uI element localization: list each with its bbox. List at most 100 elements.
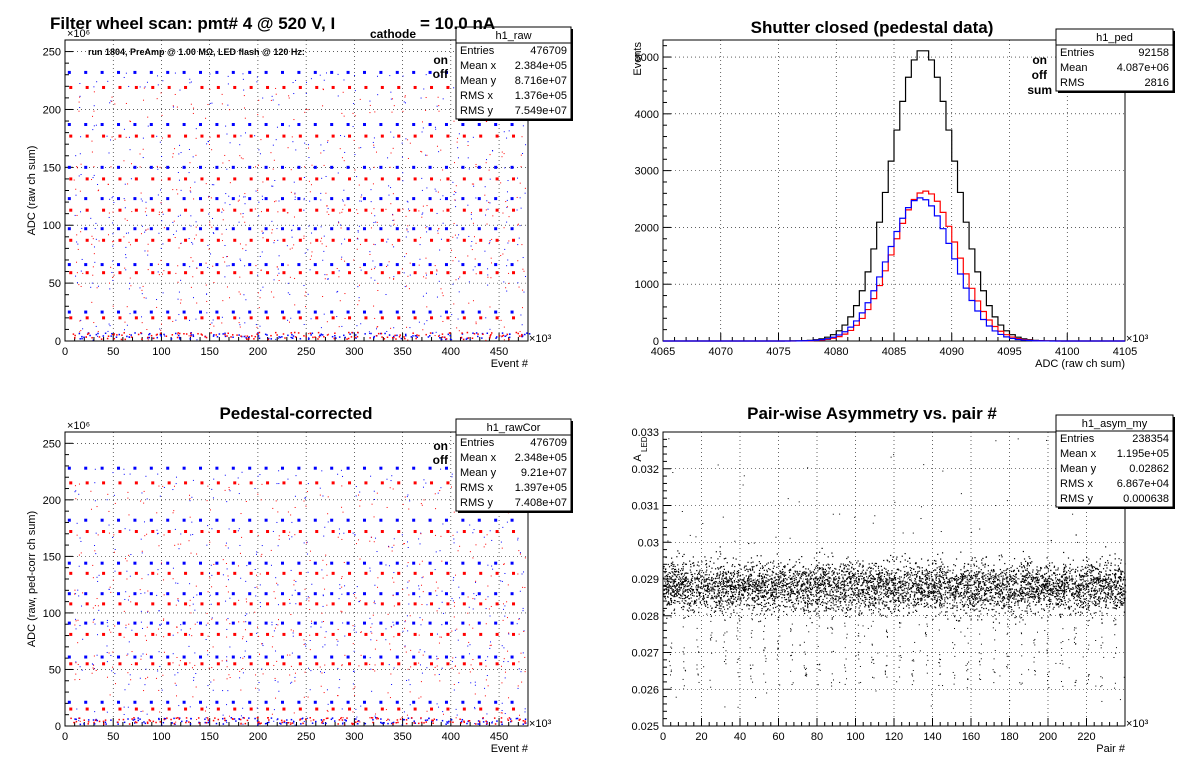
data-point-off — [364, 85, 368, 89]
data-point-off — [110, 166, 112, 168]
x-tick-label: 4085 — [882, 346, 906, 358]
data-point-off — [153, 337, 155, 340]
data-point-off — [298, 316, 302, 320]
x-tick-label: 50 — [107, 731, 119, 743]
chart-title-subscript: cathode — [370, 27, 416, 41]
data-point — [740, 568, 742, 570]
x-tick-label: 4075 — [766, 346, 790, 358]
data-point-off — [460, 722, 462, 724]
data-point-on — [84, 123, 88, 127]
data-point-on — [124, 689, 126, 691]
data-point-on — [117, 700, 121, 704]
data-point-on — [161, 220, 163, 222]
data-point-on — [231, 518, 235, 522]
data-point-on — [189, 706, 191, 708]
data-point-off — [242, 158, 244, 160]
data-point-on — [273, 279, 275, 281]
data-point-off — [172, 105, 174, 107]
data-point-on — [180, 152, 182, 154]
data-point-off — [261, 643, 263, 645]
data-point-off — [176, 626, 178, 628]
data-point-off — [160, 259, 162, 261]
data-point-on — [159, 624, 161, 626]
data-point-on — [240, 657, 242, 659]
data-point-off — [172, 512, 174, 514]
data-point-on — [139, 677, 141, 679]
data-point-off — [222, 559, 224, 561]
data-point-off — [216, 602, 220, 606]
data-point — [855, 606, 857, 608]
data-point-on — [466, 337, 469, 340]
data-point-on — [504, 572, 506, 574]
data-point-off — [194, 623, 196, 625]
data-point-on — [258, 201, 260, 203]
data-point-off — [93, 721, 95, 724]
data-point-on — [67, 165, 71, 169]
data-point-on — [434, 569, 436, 571]
data-point-on — [115, 336, 118, 338]
data-point-off — [158, 214, 160, 216]
data-point-off — [456, 628, 458, 630]
data-point-on — [322, 334, 324, 336]
data-point — [808, 591, 811, 593]
data-point-off — [86, 333, 89, 335]
data-point-on — [177, 582, 179, 584]
data-point-off — [341, 211, 343, 213]
data-point-off — [260, 555, 262, 557]
data-point-on — [307, 249, 309, 251]
data-point-on — [280, 518, 284, 522]
data-point-on — [256, 720, 259, 722]
data-point-on — [494, 561, 498, 565]
data-point-on — [245, 337, 247, 339]
data-point-off — [208, 531, 210, 533]
data-point-on — [338, 598, 340, 600]
data-point-on — [406, 679, 408, 681]
data-point-off — [331, 177, 335, 181]
data-point-on — [264, 518, 268, 522]
data-point — [1053, 565, 1056, 567]
data-point-off — [436, 665, 438, 667]
data-point-on — [303, 284, 305, 286]
data-point-off — [280, 719, 283, 722]
data-point-off — [143, 502, 145, 504]
data-point-off — [333, 337, 336, 340]
data-point-off — [425, 721, 428, 723]
data-point-off — [224, 261, 226, 263]
data-point-off — [102, 134, 106, 138]
data-point-on — [211, 322, 213, 324]
data-point-off — [200, 134, 204, 138]
data-point-off — [308, 180, 310, 182]
data-point-on — [441, 719, 444, 722]
data-point-off — [244, 221, 246, 223]
data-point-off — [298, 134, 302, 138]
data-point-off — [74, 337, 76, 339]
data-point-on — [182, 197, 186, 201]
data-point-on — [207, 721, 209, 724]
data-point-off — [130, 336, 133, 338]
data-point-off — [140, 658, 142, 660]
data-point-off — [389, 697, 391, 699]
data-point-on — [178, 717, 181, 719]
data-point — [895, 589, 897, 591]
data-point-on — [95, 124, 97, 126]
data-point-on — [304, 643, 306, 645]
data-point-on — [395, 592, 399, 596]
data-point-off — [222, 256, 224, 258]
data-point — [997, 579, 1000, 581]
data-point-off — [289, 674, 291, 676]
data-point-on — [346, 466, 350, 470]
data-point-off — [266, 662, 270, 666]
data-point-on — [175, 582, 177, 584]
data-point — [777, 573, 779, 576]
data-point-off — [413, 85, 417, 89]
data-point-on — [412, 655, 416, 659]
data-point-on — [133, 655, 137, 659]
data-point — [668, 587, 670, 589]
data-point-on — [159, 624, 161, 626]
data-point — [771, 578, 773, 580]
data-point-off — [189, 605, 191, 607]
data-point-off — [442, 295, 444, 297]
data-point — [720, 594, 723, 596]
data-point-on — [229, 597, 231, 599]
data-point-on — [371, 690, 373, 692]
